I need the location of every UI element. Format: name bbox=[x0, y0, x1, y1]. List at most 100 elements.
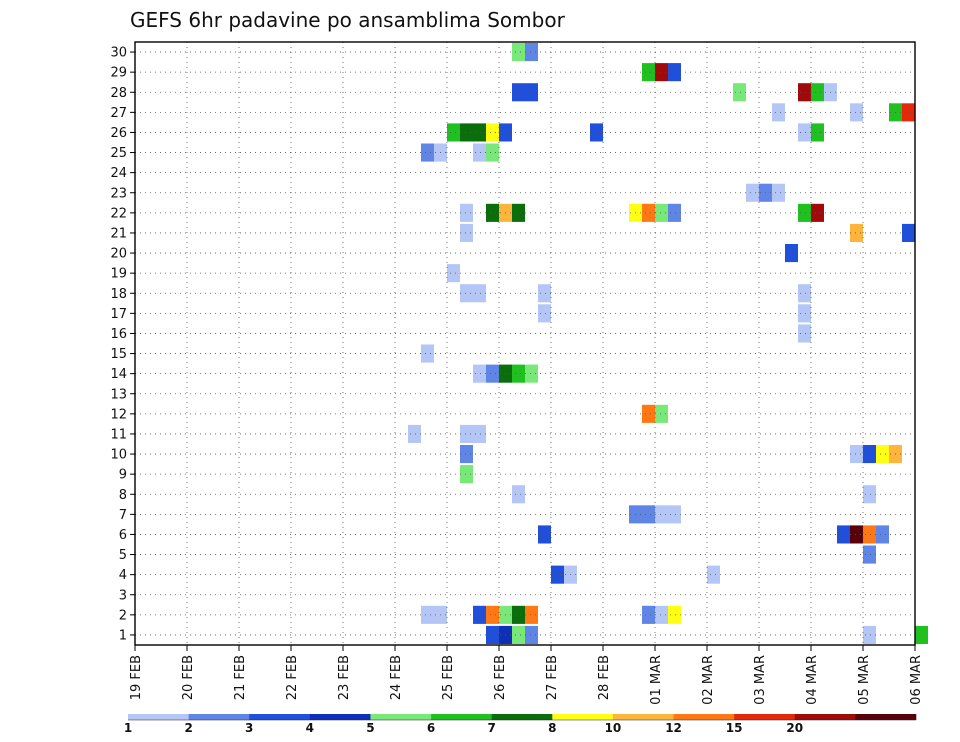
y-tick-label: 20 bbox=[110, 247, 127, 262]
colorbar-label: 10 bbox=[605, 721, 622, 735]
precip-cell bbox=[902, 223, 915, 242]
y-tick-label: 2 bbox=[119, 608, 127, 623]
y-tick-label: 29 bbox=[110, 66, 127, 81]
x-tick-label: 19 FEB bbox=[129, 655, 144, 700]
precip-cell bbox=[668, 505, 681, 524]
precip-cell bbox=[837, 525, 850, 544]
precip-cell bbox=[733, 83, 746, 102]
precip-cell bbox=[655, 404, 668, 423]
colorbar-label: 20 bbox=[786, 721, 803, 735]
y-tick-label: 19 bbox=[110, 267, 127, 282]
y-tick-label: 27 bbox=[110, 106, 127, 121]
colorbar-swatch bbox=[188, 714, 250, 720]
precip-cell bbox=[525, 83, 538, 102]
precip-cell bbox=[512, 485, 525, 504]
colorbar-label: 3 bbox=[245, 721, 253, 735]
precip-cell bbox=[798, 83, 811, 102]
y-tick-label: 23 bbox=[110, 186, 127, 201]
precip-cell bbox=[798, 304, 811, 323]
plot-frame bbox=[134, 41, 916, 646]
colorbar-label: 15 bbox=[726, 721, 743, 735]
precip-cell bbox=[486, 143, 499, 162]
x-tick-label: 04 MAR bbox=[805, 655, 820, 705]
x-tick-label: 26 FEB bbox=[493, 655, 508, 700]
precip-cell bbox=[655, 203, 668, 222]
precip-cell bbox=[850, 223, 863, 242]
precip-cell bbox=[460, 424, 473, 443]
precip-cell bbox=[460, 223, 473, 242]
precip-cell bbox=[460, 203, 473, 222]
precip-cell bbox=[863, 445, 876, 464]
precip-cell bbox=[746, 183, 759, 202]
y-tick-label: 22 bbox=[110, 206, 127, 221]
precip-cell bbox=[902, 103, 915, 122]
precip-cell bbox=[655, 505, 668, 524]
precip-cell bbox=[863, 525, 876, 544]
precip-cell bbox=[785, 244, 798, 263]
colorbar-label: 4 bbox=[306, 721, 314, 735]
colorbar-label: 5 bbox=[366, 721, 374, 735]
y-tick-label: 25 bbox=[110, 146, 127, 161]
precip-cell bbox=[798, 324, 811, 343]
x-tick-label: 03 MAR bbox=[753, 655, 768, 705]
x-tick-label: 06 MAR bbox=[909, 655, 924, 705]
colorbar-label: 8 bbox=[548, 721, 556, 735]
x-tick-label: 21 FEB bbox=[233, 655, 248, 700]
precip-cell bbox=[811, 83, 824, 102]
colorbar-swatch bbox=[612, 714, 674, 720]
precip-cell bbox=[915, 625, 928, 644]
precip-cell bbox=[473, 605, 486, 624]
x-tick-label: 28 FEB bbox=[597, 655, 612, 700]
colorbar-swatch bbox=[370, 714, 432, 720]
precip-cell bbox=[473, 284, 486, 303]
y-tick-label: 12 bbox=[110, 407, 127, 422]
precip-cells bbox=[408, 43, 928, 644]
precip-cell bbox=[798, 284, 811, 303]
x-tick-label: 02 MAR bbox=[701, 655, 716, 705]
colorbar-swatch bbox=[552, 714, 614, 720]
precip-cell bbox=[460, 445, 473, 464]
y-tick-label: 9 bbox=[119, 468, 127, 483]
precip-cell bbox=[863, 485, 876, 504]
precip-cell bbox=[447, 264, 460, 283]
precip-cell bbox=[460, 465, 473, 484]
y-tick-label: 6 bbox=[119, 528, 127, 543]
precip-cell bbox=[772, 183, 785, 202]
colorbar-label: 1 bbox=[124, 721, 132, 735]
precip-cell bbox=[486, 625, 499, 644]
colorbar-swatch bbox=[128, 714, 189, 720]
colorbar-label: 6 bbox=[427, 721, 435, 735]
precip-cell bbox=[512, 625, 525, 644]
precip-cell bbox=[863, 625, 876, 644]
precip-cell bbox=[473, 364, 486, 383]
precip-cell bbox=[486, 203, 499, 222]
colorbar-swatch bbox=[855, 714, 917, 720]
precip-cell bbox=[850, 525, 863, 544]
precip-cell bbox=[798, 123, 811, 142]
precip-cell bbox=[421, 605, 434, 624]
y-tick-label: 15 bbox=[110, 347, 127, 362]
colorbar-label: 2 bbox=[184, 721, 192, 735]
precip-cell bbox=[811, 203, 824, 222]
precip-cell bbox=[421, 344, 434, 363]
x-tick-label: 01 MAR bbox=[649, 655, 664, 705]
precip-cell bbox=[642, 203, 655, 222]
x-tick-label: 23 FEB bbox=[337, 655, 352, 700]
colorbar-swatch bbox=[491, 714, 553, 720]
precip-cell bbox=[772, 103, 785, 122]
colorbar-swatch bbox=[249, 714, 311, 720]
colorbar-swatch bbox=[431, 714, 492, 720]
precip-cell bbox=[460, 284, 473, 303]
precip-cell bbox=[876, 445, 889, 464]
y-tick-label: 21 bbox=[110, 226, 127, 241]
x-tick-label: 24 FEB bbox=[389, 655, 404, 700]
y-tick-label: 7 bbox=[119, 508, 127, 523]
precip-cell bbox=[655, 605, 668, 624]
y-tick-label: 30 bbox=[110, 46, 127, 61]
precip-cell bbox=[460, 123, 473, 142]
y-tick-label: 11 bbox=[110, 427, 127, 442]
x-tick-label: 22 FEB bbox=[285, 655, 300, 700]
precip-cell bbox=[512, 83, 525, 102]
colorbar-swatch bbox=[673, 714, 735, 720]
